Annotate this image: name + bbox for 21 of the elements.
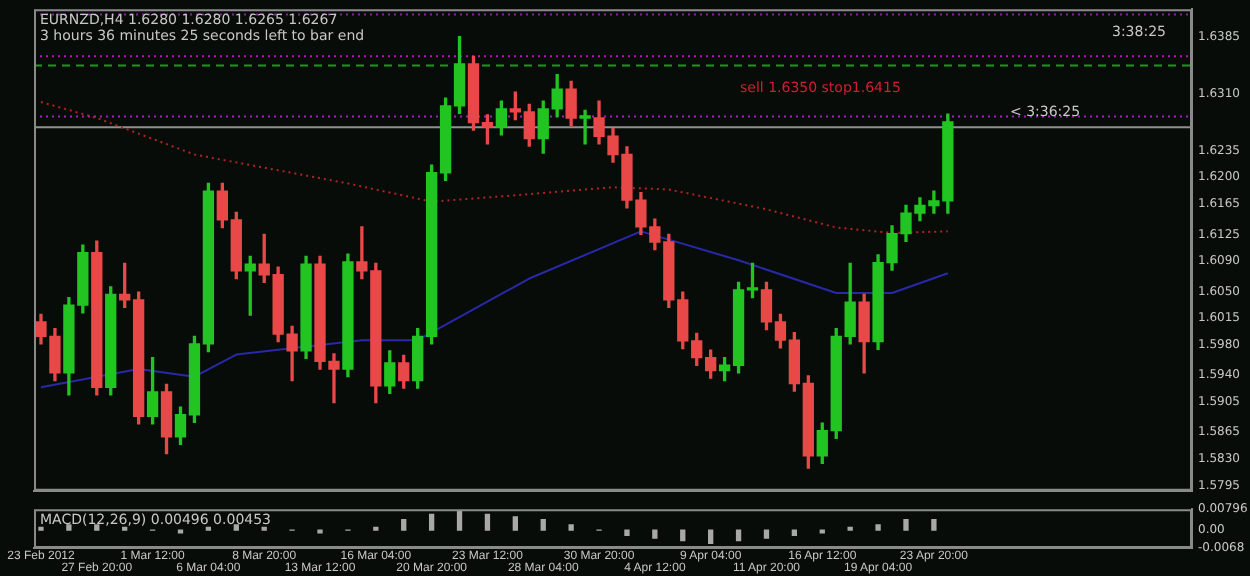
bar <box>568 524 574 531</box>
bar <box>903 518 909 531</box>
bar <box>94 524 100 531</box>
bar <box>540 518 546 531</box>
bar <box>791 529 798 537</box>
bar <box>931 518 937 531</box>
bar <box>233 524 239 531</box>
bar <box>875 524 881 531</box>
bar <box>512 516 518 531</box>
bar <box>652 529 658 539</box>
bar <box>401 518 407 531</box>
bar <box>456 511 463 531</box>
bar <box>66 524 72 531</box>
bar <box>428 513 435 531</box>
bar <box>708 529 714 544</box>
bar <box>763 529 770 539</box>
bar <box>735 529 742 542</box>
bar <box>624 529 630 537</box>
candlestick <box>579 109 591 145</box>
bar <box>484 513 491 531</box>
bar <box>680 529 686 542</box>
